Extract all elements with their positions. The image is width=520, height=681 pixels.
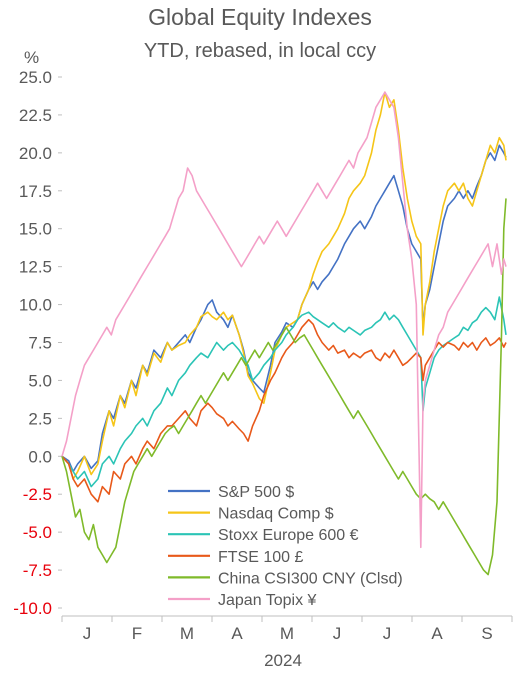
- x-tick-label: A: [231, 624, 243, 643]
- legend-label: Nasdaq Comp $: [218, 506, 334, 523]
- y-tick-label: 15.0: [19, 220, 52, 239]
- y-tick-label: 0.0: [28, 447, 52, 466]
- y-tick-label: 10.0: [19, 296, 52, 315]
- y-axis: 25.0 22.5 20.0 17.5 15.0 12.5 10.0 7.5 5.0 2.5 0.0…: [13, 68, 62, 618]
- x-axis-label: 2024: [264, 651, 302, 670]
- y-tick-label: 17.5: [19, 182, 52, 201]
- x-tick-label: J: [383, 624, 392, 643]
- y-tick-label: 7.5: [28, 334, 52, 353]
- series-line-2: [61, 296, 507, 488]
- y-tick-label: 12.5: [19, 258, 52, 277]
- y-tick-label: -10.0: [13, 599, 52, 618]
- y-tick-label: 25.0: [19, 68, 52, 87]
- x-tick-label: A: [431, 624, 443, 643]
- series-line-3: [61, 318, 507, 503]
- y-tick-label: 20.0: [19, 144, 52, 163]
- series-line-5: [61, 91, 507, 549]
- legend-label: S&P 500 $: [218, 484, 294, 501]
- x-tick-label: J: [333, 624, 342, 643]
- plot-area: [61, 91, 507, 576]
- x-tick-label: M: [180, 624, 194, 643]
- series-line-4: [61, 198, 507, 576]
- x-tick-label: M: [280, 624, 294, 643]
- x-tick-label: J: [83, 624, 92, 643]
- y-tick-label: 22.5: [19, 106, 52, 125]
- series-line-0: [61, 144, 507, 473]
- y-tick-label: -2.5: [23, 485, 52, 504]
- series-line-1: [61, 91, 507, 480]
- y-tick-label: 5.0: [28, 371, 52, 390]
- x-tick-label: F: [132, 624, 142, 643]
- legend-label: China CSI300 CNY (Clsd): [218, 570, 403, 587]
- legend: S&P 500 $ Nasdaq Comp $ Stoxx Europe 600 €…: [168, 484, 403, 609]
- chart-title: Global Equity Indexes: [148, 4, 372, 30]
- y-tick-label: -7.5: [23, 561, 52, 580]
- x-tick-label: S: [481, 624, 492, 643]
- chart-subtitle: YTD, rebased, in local ccy: [143, 40, 377, 62]
- y-axis-unit: %: [24, 48, 39, 67]
- legend-label: Japan Topix ¥: [218, 592, 317, 609]
- y-tick-label: -5.0: [23, 523, 52, 542]
- legend-label: Stoxx Europe 600 €: [218, 527, 359, 544]
- legend-label: FTSE 100 £: [218, 549, 303, 566]
- y-tick-label: 2.5: [28, 409, 52, 428]
